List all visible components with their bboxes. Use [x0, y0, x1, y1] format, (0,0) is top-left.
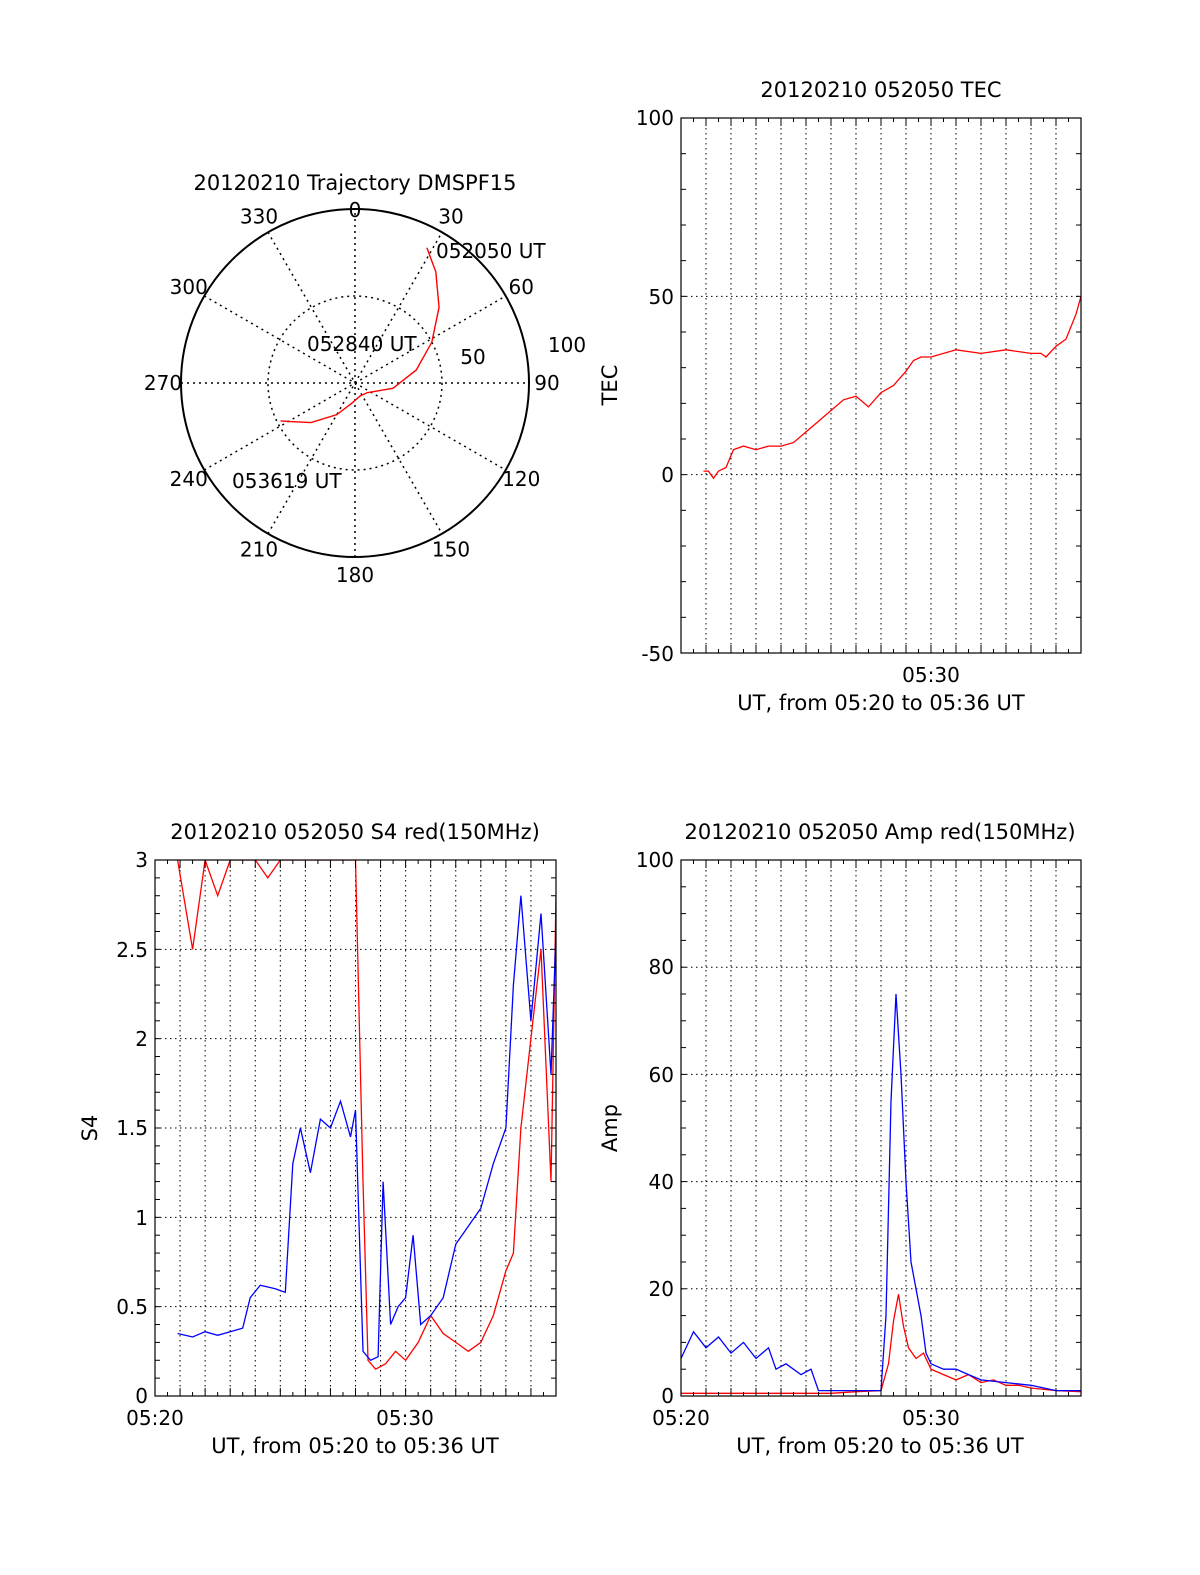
- amp-grid: [681, 860, 1081, 1396]
- amp-ticks: [680, 859, 1082, 1397]
- annotation-end-time: 053619 UT: [232, 469, 342, 493]
- tec-y-tick-minus50: -50: [641, 642, 674, 666]
- polar-theta-label: 240: [170, 467, 208, 491]
- polar-radius-label-100: 100: [548, 333, 586, 357]
- s4-y-tick-2.5: 2.5: [116, 938, 148, 962]
- polar-outer-circle: [180, 208, 530, 558]
- polar-theta-label: 60: [509, 275, 534, 299]
- amp-y-tick-40: 40: [649, 1170, 674, 1194]
- tec-y-tick-100: 100: [636, 106, 674, 130]
- amp-y-tick-0: 0: [661, 1384, 674, 1408]
- amp-xlabel: UT, from 05:20 to 05:36 UT: [736, 1434, 1024, 1458]
- series-line-blue: [681, 993, 1081, 1392]
- s4-series: [176, 860, 556, 1371]
- tec-title: 20120210 052050 TEC: [760, 78, 1001, 102]
- s4-x-tick-0520: 05:20: [126, 1406, 184, 1430]
- s4-y-tick-0: 0: [135, 1384, 148, 1408]
- s4-y-tick-0.5: 0.5: [116, 1295, 148, 1319]
- s4-y-tick-1: 1: [135, 1206, 148, 1230]
- polar-theta-label: 90: [534, 371, 559, 395]
- tec-series: [703, 296, 1081, 480]
- polar-ring-50: [267, 295, 443, 471]
- polar-theta-label: 270: [144, 371, 182, 395]
- tec-ticks: [680, 117, 1082, 654]
- series-line-red: [681, 1294, 1081, 1394]
- amp-panel: 20120210 052050 Amp red(150MHz) 100 80 6…: [598, 820, 1082, 1458]
- tec-y-tick-50: 50: [649, 285, 674, 309]
- amp-series: [681, 993, 1081, 1394]
- polar-theta-label: 120: [502, 467, 540, 491]
- amp-y-tick-20: 20: [649, 1277, 674, 1301]
- s4-title: 20120210 052050 S4 red(150MHz): [170, 820, 540, 844]
- polar-theta-label: 300: [170, 275, 208, 299]
- amp-ylabel: Amp: [598, 1104, 622, 1152]
- polar-theta-label: 30: [438, 205, 463, 229]
- s4-panel: 20120210 052050 S4 red(150MHz) 3 2.5 2 1…: [78, 820, 557, 1458]
- s4-ticks: [154, 859, 557, 1397]
- polar-spoke: [267, 231, 443, 535]
- tec-x-tick-0530: 05:30: [902, 663, 960, 687]
- tec-grid: [681, 118, 1081, 653]
- tec-ylabel: TEC: [598, 365, 622, 407]
- amp-x-tick-0530: 05:30: [902, 1406, 960, 1430]
- s4-ylabel: S4: [78, 1115, 102, 1142]
- s4-y-tick-2: 2: [135, 1027, 148, 1051]
- polar-theta-label: 0: [349, 198, 362, 222]
- s4-xlabel: UT, from 05:20 to 05:36 UT: [211, 1434, 499, 1458]
- s4-x-tick-0530: 05:30: [376, 1406, 434, 1430]
- polar-theta-label: 210: [240, 537, 278, 561]
- trajectory-line: [280, 247, 440, 424]
- tec-panel: 20120210 052050 TEC 100 50 0 -50 05:30 U…: [598, 78, 1082, 715]
- polar-theta-label: 330: [240, 205, 278, 229]
- s4-y-tick-3: 3: [135, 848, 148, 872]
- polar-theta-label: 180: [336, 563, 374, 587]
- series-line-red: [176, 860, 556, 1371]
- polar-theta-label: 150: [432, 537, 470, 561]
- s4-y-tick-1.5: 1.5: [116, 1116, 148, 1140]
- tec-xlabel: UT, from 05:20 to 05:36 UT: [737, 691, 1025, 715]
- series-line-red: [703, 296, 1081, 480]
- series-line-blue: [177, 895, 556, 1362]
- polar-title: 20120210 Trajectory DMSPF15: [193, 171, 516, 195]
- amp-y-tick-100: 100: [636, 848, 674, 872]
- amp-y-tick-60: 60: [649, 1063, 674, 1087]
- annotation-mid-time: 052840 UT: [307, 332, 417, 356]
- annotation-start-time: 052050 UT: [436, 239, 546, 263]
- trajectory-path: [280, 247, 440, 424]
- amp-x-tick-0520: 05:20: [652, 1406, 710, 1430]
- polar-grid: [181, 209, 529, 557]
- polar-theta-labels: 0 30 60 90 120 150 180 210 240 270 300 330: [144, 198, 560, 587]
- amp-y-tick-80: 80: [649, 955, 674, 979]
- tec-y-tick-0: 0: [661, 463, 674, 487]
- amp-title: 20120210 052050 Amp red(150MHz): [684, 820, 1075, 844]
- trajectory-polar-panel: 20120210 Trajectory DMSPF15 0 30 60 90 120 15…: [144, 171, 586, 587]
- polar-radius-label-50: 50: [460, 345, 485, 369]
